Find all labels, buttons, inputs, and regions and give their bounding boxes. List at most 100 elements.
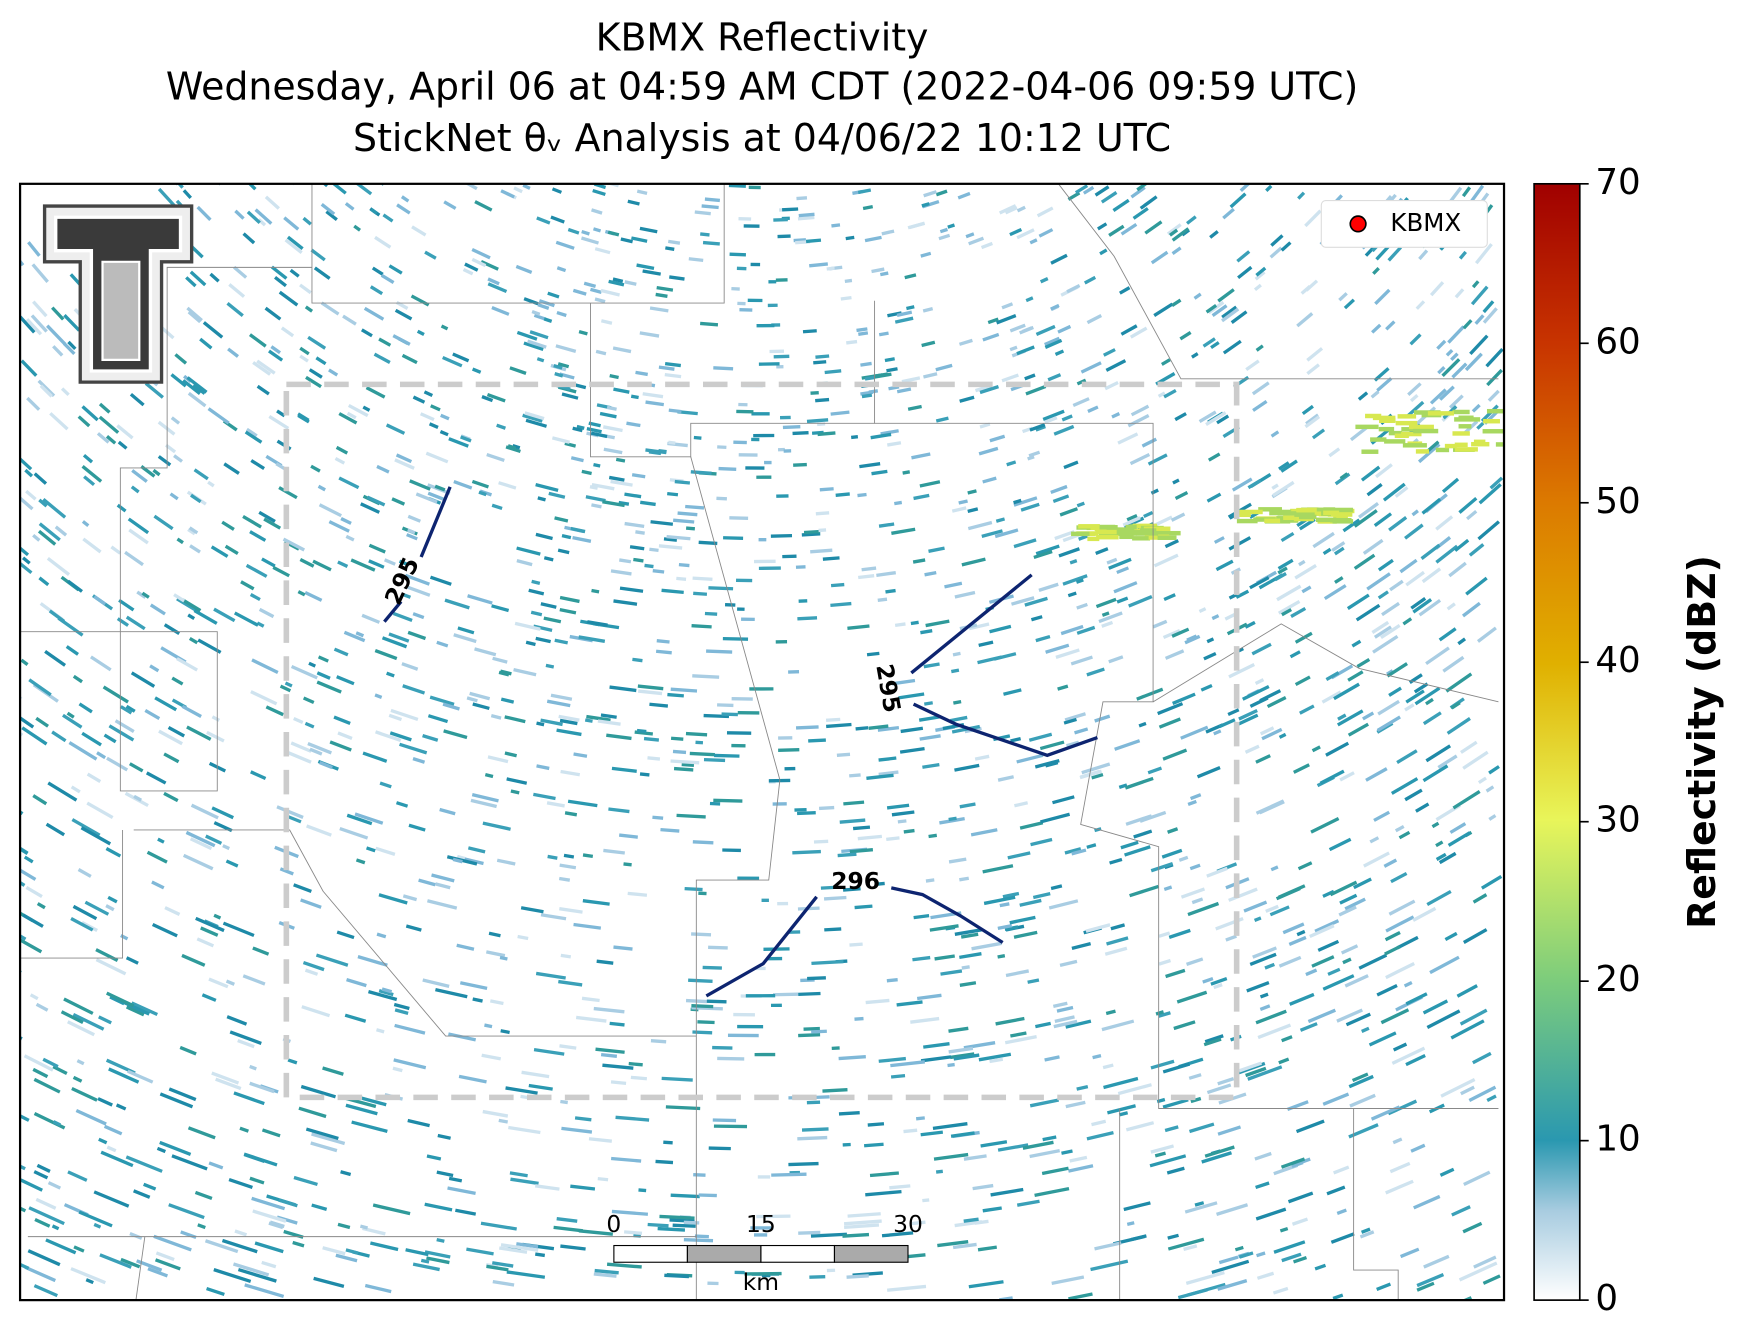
radar-gate [32, 794, 48, 806]
radar-gate [24, 1265, 56, 1283]
radar-gate [1034, 1186, 1070, 1198]
radar-gate [1288, 935, 1307, 946]
radar-gate [366, 846, 376, 853]
radar-gate [1206, 637, 1215, 644]
radar-gate [531, 310, 541, 316]
radar-gate [657, 1226, 686, 1232]
radar-gate [1132, 536, 1151, 541]
radar-gate [1101, 1019, 1135, 1032]
radar-gate [1325, 671, 1340, 682]
radar-gate [1019, 898, 1042, 907]
radar-gate [612, 277, 624, 284]
radar-gate [1204, 1145, 1235, 1158]
radar-gate [71, 818, 101, 837]
radar-gate [535, 483, 559, 493]
radar-gate [299, 558, 315, 568]
radar-gate [159, 1092, 194, 1109]
radar-gate [1062, 574, 1088, 586]
radar-gate [1254, 678, 1265, 685]
radar-gate [990, 1187, 1024, 1197]
radar-gate [1259, 726, 1275, 736]
radar-gate [1091, 1119, 1107, 1127]
radar-gate [572, 288, 587, 296]
radar-gate [960, 932, 979, 939]
radar-gate [582, 853, 594, 859]
radar-gate [38, 576, 50, 587]
radar-gate [1358, 502, 1379, 519]
radar-gate [1252, 399, 1268, 412]
radar-gate [1425, 744, 1452, 763]
radar-gate [125, 704, 136, 713]
radar-gate [722, 848, 741, 853]
radar-gate [1221, 307, 1240, 323]
radar-gate [647, 756, 661, 761]
radar-gate [297, 412, 310, 422]
radar-gate [246, 210, 261, 224]
radar-gate [1429, 388, 1447, 405]
radar-gate [54, 525, 68, 537]
radar-gate [463, 857, 484, 866]
radar-gate [378, 337, 392, 347]
radar-gate [586, 714, 611, 722]
radar-gate [234, 1229, 248, 1237]
radar-gate [457, 626, 475, 635]
radar-gate [25, 318, 43, 336]
radar-gate [1385, 915, 1415, 933]
radar-gate [207, 480, 215, 488]
radar-gate [1167, 1237, 1205, 1251]
radar-gate [939, 227, 948, 234]
radar-gate [522, 183, 531, 190]
radar-gate [798, 212, 815, 218]
radar-gate [442, 702, 460, 711]
radar-gate [963, 1217, 979, 1223]
radar-gate [146, 850, 168, 864]
radar-gate [1334, 576, 1344, 584]
radar-gate [1117, 1083, 1152, 1096]
scale-label: 30 [893, 1210, 923, 1238]
radar-gate [261, 1128, 281, 1138]
radar-gate [1255, 754, 1271, 764]
radar-gate [30, 314, 48, 333]
radar-gate [464, 183, 478, 191]
radar-gate [1150, 1059, 1175, 1070]
radar-gate [152, 468, 161, 477]
radar-gate [704, 197, 721, 203]
radar-gate [1213, 983, 1223, 990]
radar-gate [815, 354, 830, 359]
radar-gate [1317, 939, 1340, 952]
radar-gate [313, 266, 331, 280]
radar-gate [145, 771, 167, 785]
radar-gate [268, 349, 284, 362]
radar-gate [559, 372, 575, 380]
radar-gate [1006, 460, 1017, 467]
radar-gate [886, 1284, 927, 1292]
radar-gate [344, 202, 355, 211]
radar-gate [1102, 1063, 1114, 1070]
radar-gate [612, 346, 632, 354]
radar-gate [278, 1198, 298, 1208]
radar-gate [754, 1233, 768, 1237]
radar-gate [1323, 507, 1336, 512]
radar-gate [957, 191, 971, 200]
radar-gate [1122, 516, 1141, 527]
radar-gate [578, 635, 606, 643]
radar-gate [32, 1067, 49, 1079]
radar-gate [937, 1240, 969, 1248]
radar-gate [1116, 596, 1129, 604]
radar-gate [1465, 576, 1488, 596]
radar-gate [613, 599, 638, 606]
radar-gate [426, 1256, 450, 1265]
radar-gate [173, 593, 186, 603]
radar-gate [575, 1015, 607, 1023]
radar-gate [1204, 1034, 1224, 1044]
radar-gate [1411, 509, 1419, 517]
radar-gate [1130, 186, 1146, 199]
radar-gate [1066, 283, 1081, 294]
radar-gate [959, 876, 970, 882]
radar-gate [1258, 800, 1285, 815]
radar-gate [663, 1140, 673, 1145]
radar-gate [950, 715, 968, 723]
radar-gate [717, 445, 727, 450]
radar-gate [1425, 646, 1450, 666]
radar-gate [471, 247, 491, 260]
